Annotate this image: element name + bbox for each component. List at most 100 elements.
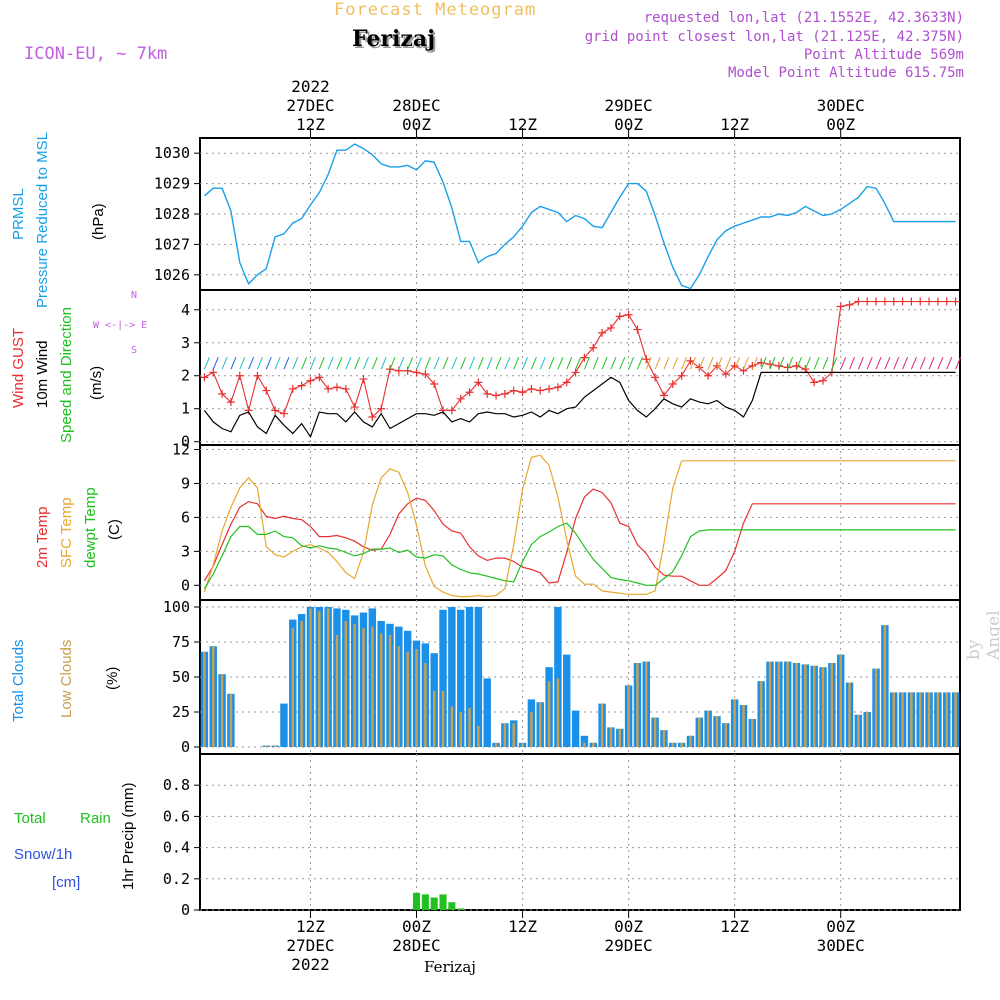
meteogram-title: Forecast Meteogram [334, 0, 537, 20]
total-cloud-bar [766, 661, 774, 747]
top-tick-label: 00Z [402, 115, 431, 134]
wind-arrow [221, 356, 228, 370]
gust-marker [253, 371, 262, 380]
gust-marker [279, 409, 288, 418]
y-tick-label: 0 [181, 576, 190, 594]
wind-arrow [310, 356, 316, 370]
gust-marker [880, 297, 889, 306]
total-cloud-bar [501, 723, 509, 747]
wind-arrow [760, 356, 767, 370]
low-cloud-bar [742, 705, 745, 747]
low-cloud-bar [300, 621, 303, 747]
gust-marker [598, 328, 607, 337]
gust-marker [553, 383, 562, 392]
grid-lines: 1026102710281029103001234036912025507510… [154, 138, 960, 919]
low-cloud-bar [459, 712, 462, 747]
low-cloud-bar [318, 611, 321, 747]
wind-arrow [230, 356, 237, 370]
wind-arrow [407, 356, 414, 370]
gust-marker [739, 366, 748, 375]
panel-frames [199, 137, 961, 911]
wind-arrow [274, 356, 281, 370]
low-cloud-bar [671, 742, 675, 747]
total-cloud-bar [792, 663, 801, 747]
total-cloud-bar [554, 607, 562, 747]
gust-marker [819, 376, 828, 385]
low-cloud-bar [450, 706, 454, 747]
wind-arrow [787, 356, 794, 370]
gust-marker [889, 297, 898, 306]
wind-arrow [955, 356, 962, 370]
low-cloud-bar [945, 692, 948, 747]
wind-arrow [698, 356, 705, 370]
wind-arrow [345, 356, 352, 370]
gust-marker [324, 384, 333, 393]
gust-marker [792, 361, 801, 370]
top-tick-label: 00Z [826, 115, 855, 134]
clouds-unit: (%) [104, 666, 121, 690]
total-cloud-bar [730, 699, 739, 747]
gust-marker [907, 297, 916, 306]
low-cloud-bar [212, 646, 215, 747]
gust-marker [589, 343, 598, 352]
gust-marker [704, 371, 713, 380]
gust-marker [235, 371, 244, 380]
top-tick-label: 27DEC [286, 96, 334, 115]
top-tick-label: 00Z [614, 115, 643, 134]
bottom-tick-label: 00Z [402, 917, 431, 936]
low-cloud-bar [424, 663, 427, 747]
total-cloud-bar [651, 717, 659, 747]
compass-n: N [131, 290, 138, 301]
low-cloud-bar [353, 623, 356, 747]
y-tick-label: 0.2 [163, 870, 190, 888]
total-cloud-bar [518, 742, 527, 747]
gust-marker [368, 412, 377, 421]
total-cloud-bar [624, 685, 633, 747]
wind-arrow [504, 356, 511, 370]
gust-marker [845, 300, 854, 309]
wind-arrow [884, 356, 891, 370]
gust-marker [500, 389, 509, 398]
temp2m-line [203, 488, 956, 586]
bottom-tick-label: 30DEC [817, 936, 865, 955]
low-cloud-bar [680, 742, 683, 747]
total-cloud-bar [280, 703, 288, 747]
requested-coords: requested lon,lat (21.1552E, 42.3633N) [643, 10, 964, 26]
low-cloud-bar [344, 621, 348, 747]
gust-marker [774, 361, 783, 370]
low-cloud-bar [910, 692, 913, 747]
low-cloud-bar [804, 664, 807, 747]
rain-bar [457, 908, 465, 910]
low-cloud-bar [309, 608, 312, 747]
y-tick-label: 1029 [154, 175, 190, 193]
low-cloud-bar [759, 681, 763, 747]
gust-marker [439, 406, 448, 415]
rain-bar [421, 894, 429, 910]
pressure-unit: (hPa) [90, 203, 107, 240]
y-tick-label: 0 [181, 433, 190, 451]
wind-arrow [575, 356, 582, 370]
model-altitude: Model Point Altitude 615.75m [727, 65, 964, 81]
wind-arrow [725, 356, 732, 370]
gust-marker [580, 353, 589, 362]
total-cloud-bar [607, 727, 615, 747]
low-cloud-bar [689, 735, 692, 747]
wind-arrow [469, 356, 475, 370]
wind-arrow [866, 356, 873, 370]
wind-arrow [804, 356, 811, 370]
wind-arrow [743, 356, 749, 370]
total-cloud-bar [810, 665, 818, 747]
y-tick-label: 0 [181, 901, 190, 919]
y-tick-label: 9 [181, 474, 190, 492]
y-tick-label: 25 [172, 703, 190, 721]
gust-marker [244, 406, 253, 415]
wind-arrow [716, 356, 723, 370]
gust-marker [403, 366, 412, 375]
gust-marker [854, 297, 863, 306]
sfc-temp-line [203, 454, 956, 598]
wind-arrow [946, 356, 953, 370]
low-cloud-bar [733, 699, 736, 747]
bottom-tick-label: 2022 [291, 955, 330, 974]
total-cloud-bar [262, 745, 270, 747]
